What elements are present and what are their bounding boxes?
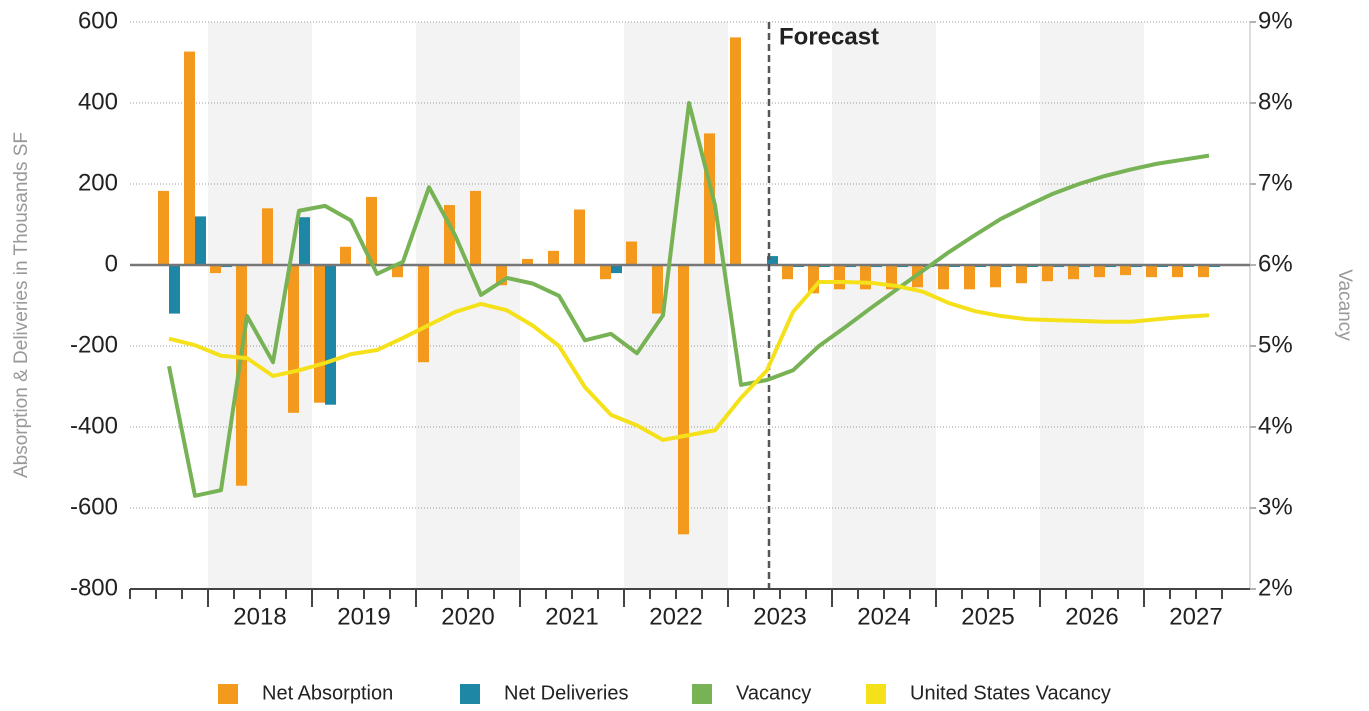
x-tick-label: 2019 (337, 603, 390, 630)
bar (195, 216, 206, 265)
bar (184, 51, 195, 265)
x-tick-label: 2023 (753, 603, 806, 630)
bar (782, 265, 793, 280)
bar (730, 37, 741, 265)
bar (496, 265, 507, 286)
bar (600, 265, 611, 280)
y2-tick-label: 5% (1258, 331, 1293, 358)
bar (808, 265, 819, 294)
bar (990, 265, 1001, 288)
legend-swatch (692, 684, 712, 704)
bar (652, 265, 663, 314)
line (168, 280, 1210, 442)
y-tick-label: -600 (70, 493, 118, 520)
bar (158, 190, 169, 265)
bar (611, 265, 622, 274)
x-tick-label: 2024 (857, 603, 910, 630)
bar (834, 265, 845, 290)
bar (288, 265, 299, 413)
y2-tick-label: 6% (1258, 250, 1293, 277)
bar (392, 265, 403, 278)
bar (1146, 265, 1157, 278)
legend-label: Net Deliveries (504, 682, 628, 704)
legend-label: Vacancy (736, 682, 811, 704)
bar (366, 196, 377, 265)
legend-label: United States Vacancy (910, 682, 1111, 704)
year-band (416, 22, 520, 589)
bar (574, 209, 585, 265)
y-tick-label: -200 (70, 331, 118, 358)
bar (340, 246, 351, 265)
bar (886, 265, 897, 290)
bar (704, 133, 715, 265)
y-tick-label: -800 (70, 574, 118, 601)
y2-tick-label: 9% (1258, 7, 1293, 34)
y-axis-title: Absorption & Deliveries in Thousands SF (11, 132, 32, 478)
bar (548, 250, 559, 265)
y-tick-label: -400 (70, 412, 118, 439)
x-tick-label: 2026 (1065, 603, 1118, 630)
y2-axis-title: Vacancy (1334, 269, 1355, 341)
y2-tick-label: 2% (1258, 574, 1293, 601)
bar (860, 265, 871, 290)
bar (938, 265, 949, 290)
bar (1016, 265, 1027, 284)
bar (314, 265, 325, 403)
bar (678, 265, 689, 535)
legend-swatch (218, 684, 238, 704)
y2-tick-label: 3% (1258, 493, 1293, 520)
y-tick-label: 400 (78, 88, 118, 115)
bar (236, 265, 247, 486)
bar (1042, 265, 1053, 282)
bar (626, 241, 637, 265)
bar (210, 265, 221, 274)
x-tick-label: 2022 (649, 603, 702, 630)
bar (1172, 265, 1183, 278)
x-tick-label: 2027 (1169, 603, 1222, 630)
forecast-label: Forecast (779, 23, 879, 50)
bar (262, 208, 273, 265)
bar (418, 265, 429, 363)
bar (522, 258, 533, 265)
x-tick-label: 2018 (233, 603, 286, 630)
year-band (624, 22, 728, 589)
bar (964, 265, 975, 290)
legend-swatch (866, 684, 886, 704)
y-tick-label: 200 (78, 169, 118, 196)
line (167, 101, 1210, 498)
y-tick-label: 600 (78, 7, 118, 34)
y2-tick-label: 8% (1258, 88, 1293, 115)
year-band (832, 22, 936, 589)
y2-tick-label: 4% (1258, 412, 1293, 439)
legend-label: Net Absorption (262, 682, 393, 704)
bar (1068, 265, 1079, 280)
y2-tick-label: 7% (1258, 169, 1293, 196)
bar (1198, 265, 1209, 278)
x-tick-label: 2025 (961, 603, 1014, 630)
year-band (1040, 22, 1144, 589)
legend-swatch (460, 684, 480, 704)
bar (767, 256, 778, 265)
bar (299, 217, 310, 265)
bar (325, 265, 336, 405)
bar (1120, 265, 1131, 276)
bar (444, 205, 455, 265)
bar (169, 265, 180, 314)
x-tick-label: 2021 (545, 603, 598, 630)
bar (470, 190, 481, 265)
y-tick-label: 0 (105, 250, 118, 277)
x-tick-label: 2020 (441, 603, 494, 630)
bar (1094, 265, 1105, 278)
